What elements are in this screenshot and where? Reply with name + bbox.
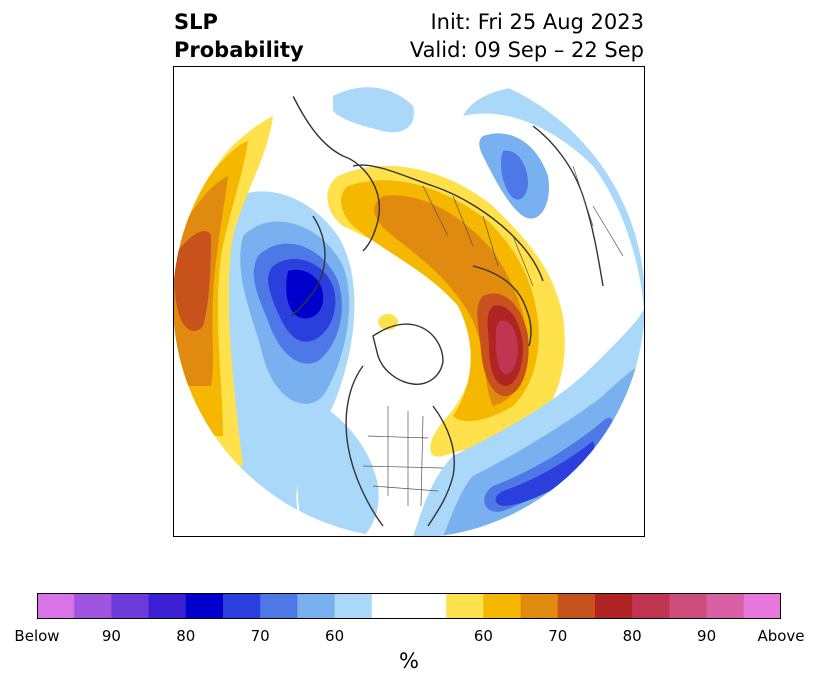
- colorbar-tick-label: 60: [473, 627, 493, 645]
- europe-below-80: [500, 150, 528, 200]
- colorbar-segment: [111, 593, 150, 619]
- map-title-left: SLP Probability: [174, 8, 304, 64]
- colorbar-segment: [446, 593, 484, 619]
- probability-map: [173, 66, 645, 537]
- colorbar-tick-label: 70: [250, 627, 270, 645]
- colorbar-tick-label: 90: [101, 627, 121, 645]
- colorbar-segment: [557, 593, 596, 619]
- colorbar-segment: [669, 593, 708, 619]
- colorbar-tick-label: Below: [14, 627, 60, 645]
- colorbar-segment: [223, 593, 261, 619]
- title-product: Probability: [174, 38, 304, 62]
- colorbar-tick-label: 80: [622, 627, 642, 645]
- colorbar-segment: [483, 593, 522, 619]
- colorbar-tick-label: 60: [325, 627, 345, 645]
- russia-below-60: [333, 87, 414, 133]
- colorbar-segment: [148, 593, 187, 619]
- colorbar-segment: [371, 593, 447, 619]
- westpac-above-75: [174, 231, 211, 331]
- map-title-right: Init: Fri 25 Aug 2023 Valid: 09 Sep – 22…: [410, 8, 644, 64]
- colorbar-segment: [595, 593, 633, 619]
- atlantic-above-85: [495, 320, 518, 375]
- colorbar-segment: [743, 593, 781, 619]
- colorbar-tick-label: 90: [697, 627, 717, 645]
- colorbar-segment: [706, 593, 745, 619]
- title-variable: SLP: [174, 10, 218, 34]
- colorbar-tick-label: 80: [176, 627, 196, 645]
- namerica-below-60: [297, 406, 379, 537]
- colorbar-segment: [520, 593, 559, 619]
- map-panel: [173, 66, 645, 537]
- colorbar-segment: [260, 593, 298, 619]
- colorbar: [37, 593, 781, 619]
- colorbar-segment: [185, 593, 224, 619]
- colorbar-segment: [334, 593, 373, 619]
- colorbar-segment: [37, 593, 75, 619]
- colorbar-segment: [74, 593, 112, 619]
- colorbar-unit: %: [399, 649, 419, 673]
- colorbar-tick-label: 70: [548, 627, 568, 645]
- atlantic-below-90: [495, 441, 595, 506]
- valid-range: Valid: 09 Sep – 22 Sep: [409, 38, 644, 62]
- init-date: Init: Fri 25 Aug 2023: [430, 10, 644, 34]
- colorbar-tick-label: Above: [757, 627, 805, 645]
- colorbar-segment: [632, 593, 670, 619]
- pacific-below-core: [286, 269, 324, 319]
- colorbar-segment: [297, 593, 336, 619]
